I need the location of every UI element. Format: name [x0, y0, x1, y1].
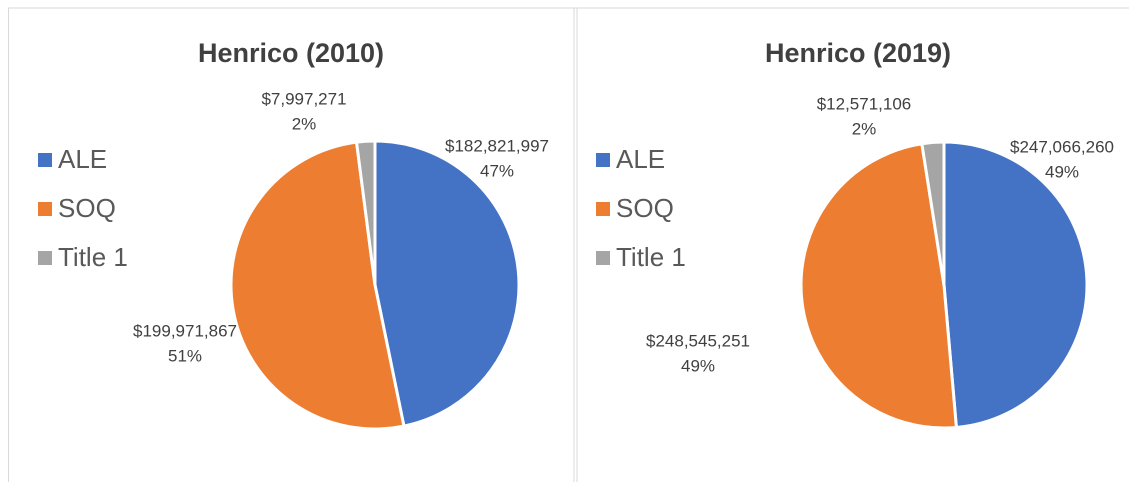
legend-label: SOQ	[616, 193, 674, 223]
legend-label: ALE	[616, 144, 665, 174]
pie-slice	[920, 140, 946, 286]
pie-slice	[354, 139, 377, 286]
legend-swatch	[38, 251, 52, 265]
pie-slice	[373, 139, 521, 428]
percent-label: 2%	[852, 119, 877, 138]
data-label: $7,997,271	[261, 89, 346, 108]
legend-label: ALE	[58, 144, 107, 174]
percent-label: 2%	[292, 114, 317, 133]
legend-label: Title 1	[58, 242, 128, 272]
percent-label: 47%	[480, 161, 514, 180]
legend-swatch	[38, 153, 52, 167]
legend-label: SOQ	[58, 193, 116, 223]
percent-label: 51%	[168, 346, 202, 365]
data-label: $12,571,106	[817, 94, 912, 113]
chart-title: Henrico (2019)	[765, 38, 951, 68]
data-label: $199,971,867	[133, 321, 237, 340]
legend-swatch	[596, 202, 610, 216]
legend-swatch	[596, 251, 610, 265]
legend-swatch	[596, 153, 610, 167]
pie-slice	[799, 142, 959, 430]
chart-title: Henrico (2010)	[198, 38, 384, 68]
pie-slice	[942, 140, 1089, 430]
percent-label: 49%	[1045, 162, 1079, 181]
legend-label: Title 1	[616, 242, 686, 272]
data-label: $248,545,251	[646, 331, 750, 350]
percent-label: 49%	[681, 356, 715, 375]
legend-swatch	[38, 202, 52, 216]
pie-slice	[229, 140, 406, 431]
data-label: $182,821,997	[445, 136, 549, 155]
data-label: $247,066,260	[1010, 137, 1114, 156]
